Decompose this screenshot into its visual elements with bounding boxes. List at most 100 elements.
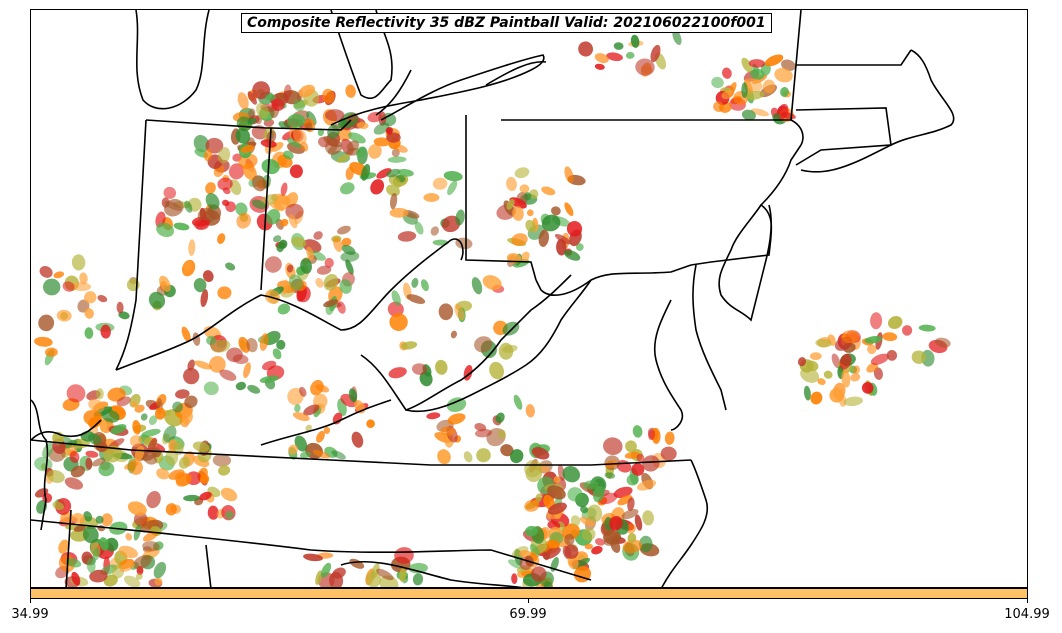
reflectivity-blob: [173, 222, 190, 231]
reflectivity-blob: [348, 388, 358, 403]
reflectivity-blob: [553, 476, 561, 484]
reflectivity-blob: [454, 303, 465, 321]
reflectivity-blob: [627, 497, 635, 512]
reflectivity-blob: [79, 272, 88, 285]
reflectivity-blob: [135, 573, 143, 580]
reflectivity-blob: [864, 336, 882, 344]
reflectivity-blob: [566, 221, 583, 237]
reflectivity-blob: [323, 299, 339, 308]
reflectivity-blob: [143, 454, 157, 465]
pennsylvania-east-border: [690, 144, 802, 266]
reflectivity-blob: [337, 301, 346, 314]
reflectivity-blob: [101, 409, 120, 423]
reflectivity-blob: [450, 330, 457, 339]
reflectivity-blob: [178, 456, 190, 469]
reflectivity-blob: [195, 220, 210, 230]
reflectivity-blob: [455, 237, 473, 250]
reflectivity-blob: [272, 235, 282, 243]
reflectivity-blob: [638, 535, 653, 553]
reflectivity-blob: [46, 469, 65, 483]
reflectivity-blob: [116, 301, 124, 314]
reflectivity-blob: [95, 388, 104, 400]
ohio-pennsylvania-border: [465, 115, 537, 281]
reflectivity-blob: [259, 375, 279, 384]
reflectivity-blob: [408, 562, 428, 574]
reflectivity-blob: [584, 543, 593, 550]
reflectivity-blob: [278, 239, 288, 249]
reflectivity-blob: [38, 314, 55, 332]
reflectivity-blob: [525, 219, 537, 233]
reflectivity-blob: [660, 446, 677, 461]
reflectivity-blob: [181, 410, 193, 425]
virginia-kentucky-tn: [260, 399, 392, 446]
reflectivity-blob: [489, 361, 504, 380]
reflectivity-blob: [52, 501, 65, 511]
reflectivity-blob: [129, 435, 143, 447]
reflectivity-blob: [84, 327, 94, 339]
reflectivity-blob: [542, 546, 561, 560]
reflectivity-blob: [92, 547, 100, 561]
reflectivity-blob: [587, 504, 603, 523]
reflectivity-blob: [621, 508, 639, 520]
reflectivity-blob: [317, 128, 325, 137]
reflectivity-blob: [219, 369, 237, 381]
reflectivity-blob: [809, 352, 822, 361]
reflectivity-blob: [495, 412, 505, 424]
reflectivity-blob: [259, 333, 269, 351]
reflectivity-blob: [332, 567, 346, 579]
illinois-indiana-border: [115, 119, 147, 371]
reflectivity-blob: [193, 278, 207, 293]
reflectivity-blob: [386, 168, 401, 178]
reflectivity-blob: [592, 485, 605, 503]
virginia-nc-border: [31, 439, 692, 581]
reflectivity-blob: [606, 52, 623, 61]
reflectivity-blob: [205, 182, 216, 195]
reflectivity-blob: [197, 207, 216, 224]
reflectivity-blob: [71, 513, 85, 524]
reflectivity-blob: [531, 447, 550, 460]
reflectivity-blob: [839, 353, 852, 370]
reflectivity-blob: [346, 140, 360, 152]
kentucky-wv-border: [360, 274, 572, 411]
reflectivity-blob: [331, 450, 346, 460]
reflectivity-blob: [322, 88, 335, 104]
reflectivity-blob: [713, 101, 725, 112]
reflectivity-blob: [261, 158, 280, 175]
new-england-coast: [890, 49, 955, 146]
reflectivity-blob: [84, 291, 97, 304]
reflectivity-blob: [240, 145, 255, 153]
reflectivity-blob: [99, 537, 109, 551]
reflectivity-blob: [803, 385, 811, 401]
state-borders: [31, 10, 955, 587]
reflectivity-blob: [153, 561, 167, 579]
reflectivity-blob: [312, 449, 330, 459]
reflectivity-blob: [260, 139, 277, 148]
reflectivity-blob: [781, 59, 796, 71]
reflectivity-blob: [617, 494, 633, 506]
reflectivity-blob: [635, 58, 655, 76]
reflectivity-blob: [183, 494, 200, 502]
reflectivity-blob: [345, 259, 354, 275]
reflectivity-blob: [315, 570, 323, 585]
reflectivity-blob: [630, 34, 640, 48]
reflectivity-blob: [412, 573, 424, 586]
reflectivity-blob: [391, 290, 401, 306]
reflectivity-blob: [217, 286, 232, 300]
reflectivity-blob: [283, 150, 294, 160]
reflectivity-blob: [194, 360, 212, 370]
new-jersey-outline: [718, 204, 772, 322]
reflectivity-blob: [852, 365, 861, 375]
reflectivity-blob: [774, 67, 793, 83]
reflectivity-blob: [300, 258, 312, 274]
reflectivity-blob: [89, 569, 108, 583]
ohio-river: [115, 238, 464, 371]
reflectivity-blob: [236, 212, 252, 229]
reflectivity-blob: [203, 381, 219, 396]
reflectivity-blob: [762, 79, 776, 94]
reflectivity-blob: [564, 544, 579, 559]
reflectivity-blob: [918, 324, 936, 332]
reflectivity-blob: [141, 428, 161, 437]
reflectivity-blob: [226, 347, 243, 363]
reflectivity-blob: [228, 163, 245, 180]
reflectivity-blob: [581, 527, 596, 541]
